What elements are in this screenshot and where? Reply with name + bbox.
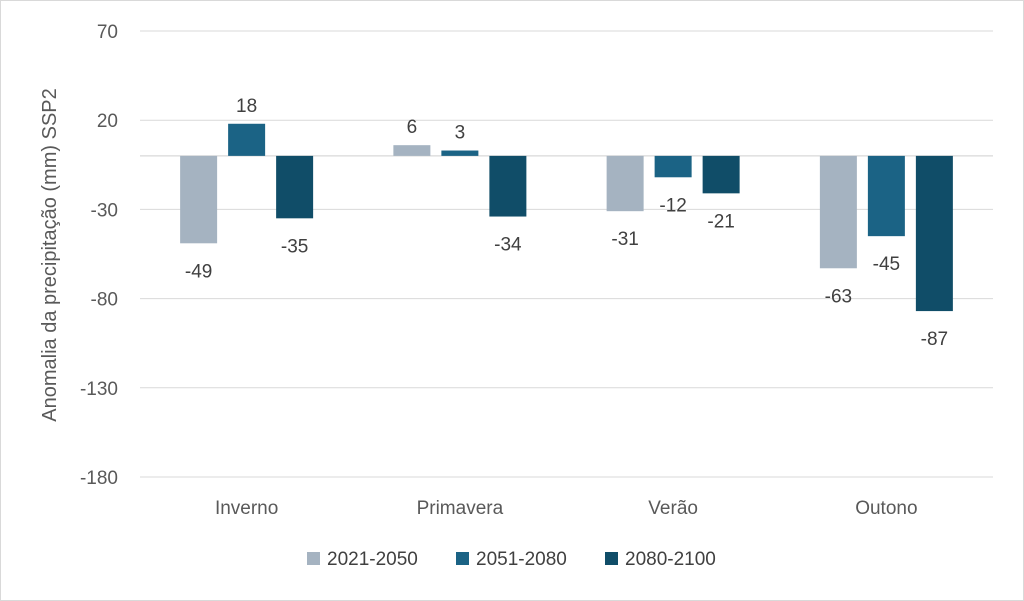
legend-swatch (456, 552, 469, 565)
data-label: -45 (873, 254, 900, 275)
data-label: -63 (825, 286, 852, 307)
y-tick-label: -30 (91, 200, 118, 221)
bar-2021-2050-Inverno (180, 155, 218, 244)
bar-2080-2100-Inverno (276, 155, 314, 219)
bar-2051-2080-Verão (654, 155, 692, 178)
y-axis-title: Anomalia da precipitação (mm) SSP2 (39, 88, 61, 421)
legend-label: 2021-2050 (327, 549, 418, 570)
data-label: -49 (185, 261, 212, 282)
legend: 2021-2050 2051-2080 2080-2100 (307, 549, 716, 570)
legend-swatch (307, 552, 320, 565)
data-label: -21 (707, 211, 734, 232)
data-label: 6 (407, 117, 418, 138)
legend-label: 2051-2080 (476, 549, 567, 570)
data-labels: -49 18 -35 6 3 -34 -31 -12 -21 -63 -45 -87 (185, 96, 948, 350)
legend-swatch (605, 552, 618, 565)
legend-label: 2080-2100 (625, 549, 716, 570)
bars (180, 123, 953, 312)
data-label: -35 (281, 236, 308, 257)
data-label: -87 (921, 329, 948, 350)
bar-2021-2050-Verão (606, 155, 644, 212)
data-label: -31 (611, 229, 638, 250)
x-category-label: Primavera (417, 498, 504, 519)
gridlines (140, 30, 993, 478)
bar-2051-2080-Inverno (228, 123, 266, 156)
x-category-label: Verão (648, 498, 698, 519)
y-tick-label: 20 (97, 111, 118, 132)
x-axis-categories: Inverno Primavera Verão Outono (215, 498, 918, 519)
y-axis-ticks: 70 20 -30 -80 -130 -180 (80, 22, 118, 489)
bar-2021-2050-Outono (819, 155, 857, 269)
data-label: 18 (236, 96, 257, 117)
y-tick-label: 70 (97, 22, 118, 43)
bar-2051-2080-Primavera (441, 150, 479, 156)
data-label: -34 (494, 235, 522, 256)
bar-2080-2100-Primavera (489, 155, 527, 217)
bar-2021-2050-Primavera (393, 145, 431, 156)
data-label: 3 (455, 123, 466, 144)
y-tick-label: -180 (80, 468, 118, 489)
bar-2051-2080-Outono (867, 155, 905, 237)
bar-2080-2100-Verão (702, 155, 740, 194)
y-tick-label: -130 (80, 379, 118, 400)
x-category-label: Outono (855, 498, 917, 519)
data-label: -12 (659, 195, 686, 216)
x-category-label: Inverno (215, 498, 278, 519)
y-tick-label: -80 (91, 290, 118, 311)
bar-2080-2100-Outono (915, 155, 953, 312)
